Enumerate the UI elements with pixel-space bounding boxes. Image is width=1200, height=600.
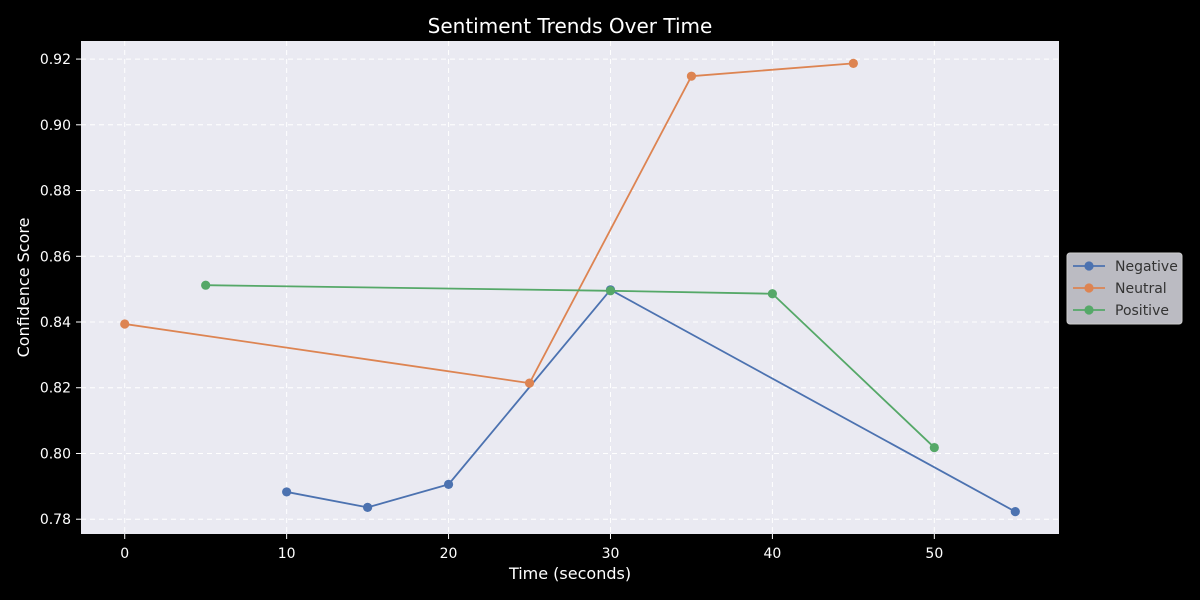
data-point-negative xyxy=(282,487,292,497)
data-point-negative xyxy=(1010,507,1020,517)
data-point-neutral xyxy=(120,319,130,329)
tick-marks: 0 10 20 30 40 50 0.78 0.80 0.82 0.84 0.86 0.88 0.90 0… xyxy=(40,52,943,562)
y-tick-label: 0.86 xyxy=(40,249,71,265)
data-point-positive xyxy=(605,286,616,296)
y-tick-label: 0.84 xyxy=(40,315,71,331)
x-tick-label: 30 xyxy=(602,546,620,562)
legend-label: Neutral xyxy=(1115,281,1167,297)
x-tick-label: 10 xyxy=(278,546,296,562)
x-axis-label: Time (seconds) xyxy=(508,564,631,583)
series-group xyxy=(120,58,1020,517)
series-line-positive xyxy=(205,284,935,449)
chart-title: Sentiment Trends Over Time xyxy=(428,14,713,38)
legend-swatch-marker xyxy=(1084,283,1094,293)
series-line-neutral xyxy=(124,62,854,385)
x-tick-label: 20 xyxy=(440,546,458,562)
plot-area xyxy=(81,41,1059,534)
y-tick-label: 0.82 xyxy=(40,381,71,397)
data-point-neutral xyxy=(686,71,697,81)
x-tick-label: 0 xyxy=(120,546,129,562)
series-positive xyxy=(201,280,939,453)
y-tick-label: 0.78 xyxy=(40,512,71,528)
data-point-positive xyxy=(929,442,939,453)
y-tick-label: 0.92 xyxy=(40,52,71,68)
legend-label: Negative xyxy=(1115,259,1178,275)
y-tick-label: 0.80 xyxy=(40,446,71,462)
legend-swatch-marker xyxy=(1084,261,1094,271)
y-tick-label: 0.88 xyxy=(40,184,71,200)
data-point-neutral xyxy=(524,378,535,388)
legend-swatch-marker xyxy=(1084,305,1094,315)
x-tick-label: 40 xyxy=(763,546,781,562)
series-neutral xyxy=(120,58,858,388)
legend-label: Positive xyxy=(1115,303,1169,319)
x-tick-label: 50 xyxy=(925,546,943,562)
legend: Negative Neutral Positive xyxy=(1066,252,1183,325)
y-axis-label: Confidence Score xyxy=(14,218,33,358)
data-point-positive xyxy=(767,289,778,299)
data-point-positive xyxy=(201,280,211,290)
data-point-neutral xyxy=(848,58,858,68)
legend-box xyxy=(1066,252,1183,325)
data-point-negative xyxy=(443,479,454,489)
y-tick-label: 0.90 xyxy=(40,118,71,134)
data-point-negative xyxy=(362,502,373,512)
